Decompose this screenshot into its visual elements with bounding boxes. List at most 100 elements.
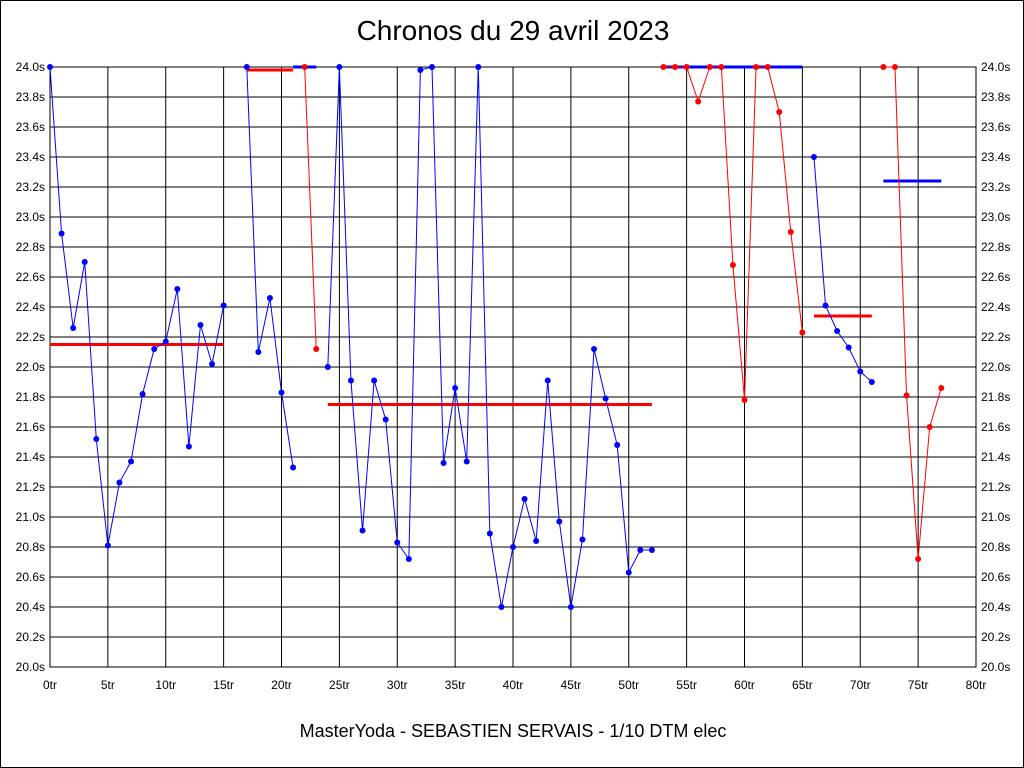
data-point (891, 64, 898, 70)
y-tick-label-right: 20.4s (981, 600, 1010, 614)
x-tick-label: 35tr (445, 678, 466, 692)
data-point (440, 460, 447, 466)
x-tick-label: 45tr (561, 678, 582, 692)
data-point (822, 302, 829, 309)
data-point (382, 416, 389, 423)
data-point (324, 364, 331, 370)
data-point (672, 64, 679, 70)
y-tick-label-left: 20.4s (16, 600, 45, 614)
data-point (938, 385, 945, 391)
y-tick-label-right: 23.0s (981, 210, 1010, 224)
data-point (799, 329, 806, 336)
data-point (139, 391, 146, 397)
data-point (845, 344, 852, 351)
data-point (544, 377, 551, 384)
x-tick-label: 5tr (101, 678, 115, 692)
data-point (301, 64, 308, 70)
data-point (764, 64, 771, 70)
y-tick-label-left: 20.6s (16, 570, 45, 584)
y-tick-label-right: 24.0s (981, 60, 1010, 74)
data-point (926, 424, 933, 430)
y-tick-label-left: 23.2s (16, 180, 45, 194)
y-tick-label-left: 23.6s (16, 120, 45, 134)
data-point (648, 547, 655, 553)
x-tick-label: 80tr (966, 678, 987, 692)
data-point (394, 539, 401, 546)
series-line (304, 66, 317, 350)
x-tick-label: 50tr (618, 678, 639, 692)
y-tick-label-right: 22.0s (981, 360, 1010, 374)
data-point (614, 442, 621, 448)
data-point (174, 286, 181, 292)
data-point (776, 109, 783, 115)
y-tick-label-left: 22.0s (16, 360, 45, 374)
data-point (93, 436, 100, 442)
data-point (290, 464, 297, 471)
x-tick-label: 25tr (329, 678, 350, 692)
data-point (209, 361, 216, 367)
y-tick-label-right: 23.2s (981, 180, 1010, 194)
data-point (706, 64, 713, 70)
data-point (753, 64, 760, 70)
y-tick-label-right: 22.2s (981, 330, 1010, 344)
data-point (857, 368, 864, 375)
data-point (405, 556, 412, 562)
data-point (58, 230, 65, 237)
y-tick-label-left: 24.0s (16, 60, 45, 74)
data-point (579, 536, 586, 543)
data-point (868, 379, 875, 385)
y-tick-label-left: 20.8s (16, 540, 45, 554)
y-tick-label-left: 22.2s (16, 330, 45, 344)
y-tick-label-left: 23.8s (16, 90, 45, 104)
data-point (463, 458, 470, 465)
y-tick-label-left: 21.0s (16, 510, 45, 524)
data-point (591, 346, 598, 352)
data-point (637, 547, 644, 553)
data-point (81, 259, 88, 265)
x-tick-label: 60tr (734, 678, 755, 692)
data-point (417, 67, 424, 73)
series-line (813, 156, 873, 383)
data-point (162, 338, 169, 345)
data-point (428, 64, 435, 70)
y-tick-label-right: 20.6s (981, 570, 1010, 584)
y-tick-label-left: 23.4s (16, 150, 45, 164)
y-tick-label-right: 23.6s (981, 120, 1010, 134)
series-line (883, 66, 942, 560)
x-tick-label: 0tr (43, 678, 57, 692)
y-tick-label-right: 20.2s (981, 630, 1010, 644)
data-point (347, 377, 354, 384)
data-point (47, 64, 53, 70)
y-tick-label-left: 21.8s (16, 390, 45, 404)
y-tick-label-right: 20.8s (981, 540, 1010, 554)
y-tick-label-left: 23.0s (16, 210, 45, 224)
data-point (371, 377, 378, 384)
data-point (266, 295, 273, 301)
data-point (625, 569, 632, 576)
data-point (787, 229, 794, 235)
data-point (475, 64, 482, 70)
data-point (660, 64, 667, 70)
y-tick-label-left: 21.4s (16, 450, 45, 464)
data-point (313, 346, 320, 352)
data-point (521, 496, 528, 502)
data-point (880, 64, 887, 70)
x-tick-label: 10tr (155, 678, 176, 692)
y-tick-label-right: 23.8s (981, 90, 1010, 104)
y-tick-label-right: 22.6s (981, 270, 1010, 284)
data-point (810, 154, 817, 160)
data-point (128, 458, 135, 465)
data-point (197, 322, 204, 328)
data-point (278, 389, 285, 396)
data-point (359, 527, 366, 534)
y-tick-label-left: 20.2s (16, 630, 45, 644)
y-tick-label-left: 21.2s (16, 480, 45, 494)
x-tick-label: 40tr (503, 678, 524, 692)
data-point (533, 538, 540, 544)
data-point (486, 530, 493, 537)
data-point (741, 397, 748, 403)
data-point (336, 64, 343, 70)
y-tick-label-left: 22.8s (16, 240, 45, 254)
y-tick-label-right: 22.8s (981, 240, 1010, 254)
